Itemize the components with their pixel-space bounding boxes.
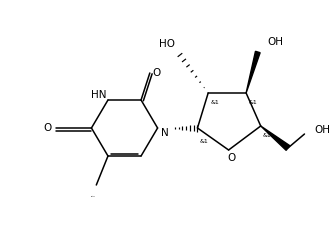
Polygon shape: [261, 126, 290, 150]
Text: OH: OH: [268, 37, 284, 47]
Text: O: O: [43, 123, 52, 133]
Text: O: O: [152, 68, 161, 78]
Text: &1: &1: [200, 139, 208, 144]
Text: &1: &1: [263, 133, 272, 138]
Text: O: O: [227, 153, 236, 163]
Text: methyl: methyl: [91, 196, 96, 197]
Polygon shape: [246, 51, 260, 93]
Text: &1: &1: [249, 100, 258, 105]
Text: &1: &1: [211, 100, 220, 105]
Text: HN: HN: [91, 90, 106, 100]
Text: HO: HO: [159, 39, 175, 49]
Text: N: N: [160, 128, 168, 138]
Text: OH: OH: [314, 125, 330, 135]
